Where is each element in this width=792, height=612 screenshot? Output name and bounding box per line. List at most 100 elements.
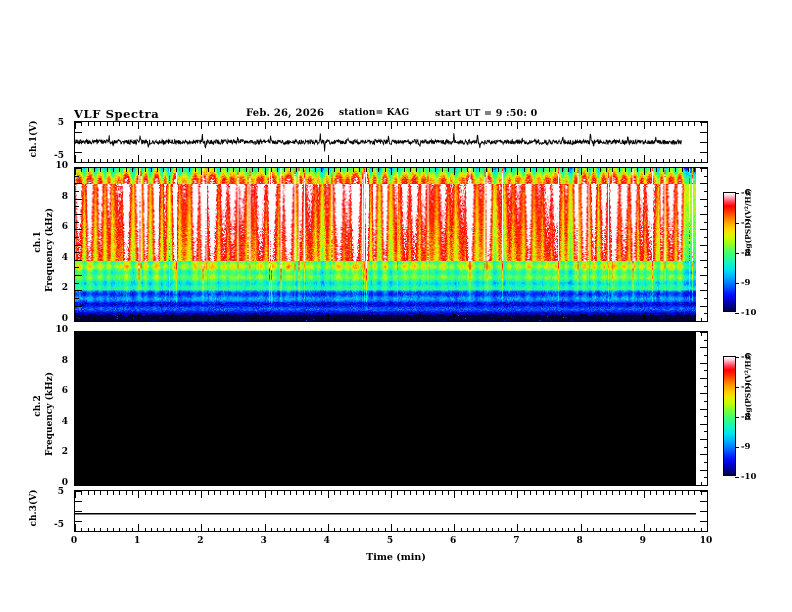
x-tick [473, 158, 475, 162]
x-tick [599, 122, 601, 126]
x-tick [75, 155, 76, 162]
y-tick [700, 321, 707, 322]
x-tick [81, 481, 83, 485]
x-tick [163, 527, 165, 531]
x-tick [391, 122, 392, 129]
x-tick [612, 527, 614, 531]
ch2-spectrogram-plot-area [75, 332, 707, 485]
x-tick [283, 122, 285, 126]
x-tick [182, 332, 184, 336]
x-tick [593, 491, 595, 495]
y-tick [700, 408, 707, 410]
x-tick [188, 332, 190, 336]
ch1-frequency-tick-label: 10 [55, 161, 68, 171]
x-tick [504, 527, 506, 531]
x-tick [422, 527, 424, 531]
x-tick [650, 491, 652, 495]
x-tick [466, 332, 468, 336]
x-tick [517, 524, 519, 531]
x-tick [567, 168, 569, 172]
y-tick [75, 385, 79, 387]
x-tick [321, 168, 323, 172]
y-tick [75, 132, 82, 133]
x-tick [542, 332, 544, 336]
x-tick [555, 481, 557, 485]
x-tick [302, 481, 304, 485]
x-tick [81, 122, 83, 126]
x-tick [593, 332, 595, 336]
y-tick [75, 183, 82, 185]
x-tick [125, 481, 127, 485]
x-tick [637, 527, 639, 531]
x-tick [75, 314, 76, 321]
y-tick [75, 531, 82, 532]
x-tick [125, 491, 127, 495]
x-tick [586, 491, 588, 495]
x-tick [384, 317, 386, 321]
x-tick [125, 158, 127, 162]
x-tick [498, 481, 500, 485]
panel-ch1-voltage [74, 121, 708, 163]
x-tick [454, 122, 456, 129]
y-tick [75, 229, 82, 231]
x-tick [681, 122, 683, 126]
x-tick [334, 332, 336, 336]
x-tick [428, 158, 430, 162]
x-tick [675, 122, 677, 126]
y-tick [75, 362, 82, 364]
x-tick [567, 317, 569, 321]
x-tick [694, 527, 696, 531]
y-tick [75, 259, 82, 261]
x-tick [561, 332, 563, 336]
x-tick [283, 317, 285, 321]
x-tick [296, 158, 298, 162]
x-tick [473, 527, 475, 531]
x-tick [359, 527, 361, 531]
x-tick [473, 332, 475, 336]
x-tick [233, 527, 234, 531]
x-tick [169, 527, 171, 531]
x-tick [251, 481, 253, 485]
x-tick [277, 332, 279, 336]
y-tick [75, 213, 82, 215]
x-tick [700, 168, 702, 172]
x-tick [504, 158, 506, 162]
x-tick [662, 317, 664, 321]
x-tick [308, 158, 310, 162]
x-tick [643, 524, 645, 531]
x-tick [530, 158, 532, 162]
x-tick [308, 168, 310, 172]
x-tick [707, 491, 708, 498]
x-tick [334, 491, 336, 495]
y-tick [75, 252, 79, 254]
x-tick [504, 122, 506, 126]
x-tick [624, 332, 626, 336]
x-tick [270, 168, 272, 172]
y-tick [75, 431, 79, 433]
ch1-volt-tick-neg: -5 [54, 151, 64, 161]
x-tick [296, 491, 298, 495]
y-tick [700, 183, 707, 185]
ch2-frequency-tick-label: 10 [55, 325, 68, 335]
x-tick [359, 481, 361, 485]
x-tick [599, 527, 601, 531]
x-tick [226, 332, 228, 336]
x-tick [150, 491, 152, 495]
x-axis-title: Time (min) [366, 552, 426, 563]
x-tick [694, 158, 696, 162]
x-tick [473, 122, 475, 126]
x-tick [460, 122, 462, 126]
x-tick [498, 317, 500, 321]
x-tick [391, 168, 392, 175]
x-tick [119, 332, 121, 336]
x-tick [454, 478, 456, 485]
x-tick [112, 491, 114, 495]
x-tick [694, 332, 696, 336]
y-tick [75, 290, 82, 292]
x-tick [93, 158, 95, 162]
x-tick [447, 332, 449, 336]
y-tick [700, 162, 707, 163]
x-tick [195, 332, 197, 336]
x-tick [517, 122, 519, 129]
x-tick [605, 332, 607, 336]
